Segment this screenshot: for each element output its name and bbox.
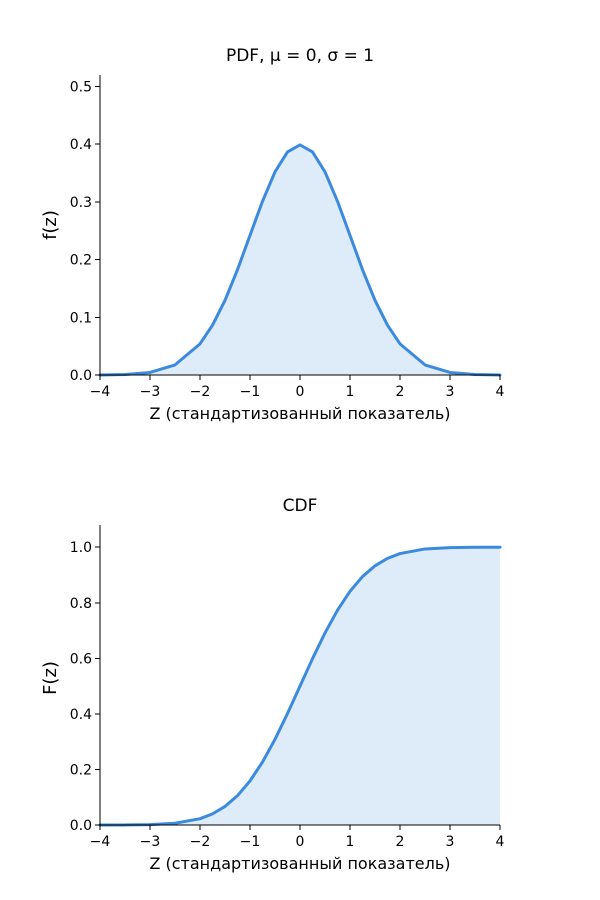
cdf-curve (98, 545, 502, 827)
cdf-x-tick-label: −2 (190, 834, 211, 850)
pdf-y-tick-label: 0.4 (70, 137, 92, 153)
pdf-y-axis-label: f(z) (40, 210, 61, 240)
cdf-y-tick-label: 0.2 (70, 762, 92, 778)
cdf-x-tick-label: 4 (496, 834, 505, 850)
pdf-y-tick-label: 0.2 (70, 253, 92, 269)
cdf-y-tick-label: 0.4 (70, 707, 92, 723)
pdf-x-tick-label: −3 (140, 384, 161, 400)
pdf-x-tick-label: 3 (446, 384, 455, 400)
cdf-y-axis-label: F(z) (40, 661, 61, 695)
cdf-y-tick-label: 0.8 (70, 596, 92, 612)
pdf-x-axis-label: Z (стандартизованный показатель) (149, 404, 450, 423)
pdf-y-tick-label: 0.0 (70, 368, 92, 384)
pdf-chart-title: PDF, μ = 0, σ = 1 (226, 46, 374, 66)
pdf-y-tick-label: 0.5 (70, 80, 92, 96)
cdf-y-tick-label: 0.0 (70, 818, 92, 834)
pdf-x-tick-label: 0 (296, 384, 305, 400)
cdf-y-tick-label: 1.0 (70, 540, 92, 556)
pdf-x-tick-label: 4 (496, 384, 505, 400)
cdf-chart: CDF −4 −3 −2 −1 0 1 2 3 4 0.0 0.2 0.4 0.6 0.8 1.0 Z (… (40, 496, 505, 873)
cdf-x-tick-label: 2 (396, 834, 405, 850)
cdf-x-axis-label: Z (стандартизованный показатель) (149, 854, 450, 873)
pdf-y-tick-label: 0.3 (70, 195, 92, 211)
pdf-chart: PDF, μ = 0, σ = 1 −4 −3 −2 −1 0 1 2 3 4 0.00.10.… (40, 46, 505, 423)
cdf-x-tick-label: 0 (296, 834, 305, 850)
pdf-y-ticks: 0.0 0.1 0.2 0.3 0.4 0.5 (70, 80, 100, 384)
pdf-x-tick-label: 1 (346, 384, 355, 400)
cdf-y-tick-label: 0.6 (70, 651, 92, 667)
pdf-x-tick-label: −1 (240, 384, 261, 400)
pdf-x-tick-label: −2 (190, 384, 211, 400)
pdf-curve (98, 143, 502, 377)
pdf-y-tick-label: 0.1 (70, 310, 92, 326)
cdf-y-ticks: 0.0 0.2 0.4 0.6 0.8 1.0 (70, 540, 100, 834)
cdf-x-tick-label: −1 (240, 834, 261, 850)
cdf-x-tick-label: −4 (90, 834, 111, 850)
cdf-x-tick-label: 3 (446, 834, 455, 850)
pdf-fill-area (100, 144, 500, 375)
cdf-x-tick-label: 1 (346, 834, 355, 850)
pdf-x-ticks: −4 −3 −2 −1 0 1 2 3 4 (90, 375, 505, 400)
cdf-chart-title: CDF (283, 496, 318, 516)
cdf-x-ticks: −4 −3 −2 −1 0 1 2 3 4 (90, 825, 505, 850)
pdf-x-tick-label: −4 (90, 384, 111, 400)
pdf-x-tick-label: 2 (396, 384, 405, 400)
cdf-x-tick-label: −3 (140, 834, 161, 850)
